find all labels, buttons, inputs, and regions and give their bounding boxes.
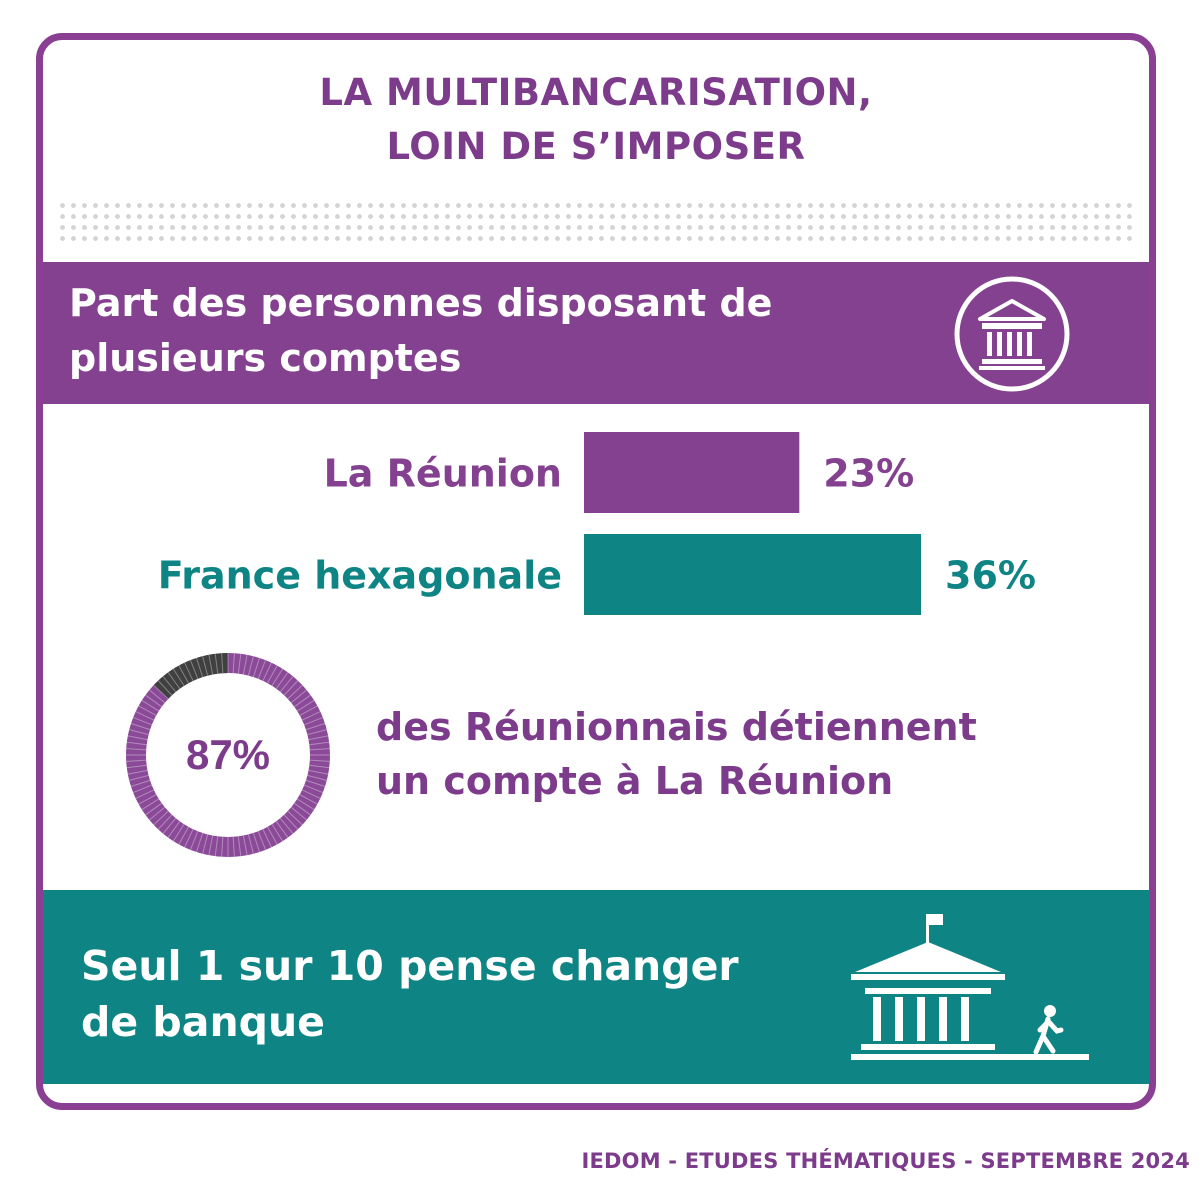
footer-text: Seul 1 sur 10 pense changer de banque [81, 938, 739, 1050]
donut-segment-remaining [153, 653, 229, 700]
footer-line-2: de banque [81, 998, 325, 1046]
donut-ring [126, 653, 330, 857]
walking-person-icon [1033, 1005, 1064, 1055]
donut-caption-line-1: des Réunionnais détiennent [376, 705, 977, 749]
bar [584, 534, 921, 615]
bar-category-label: La Réunion [324, 452, 562, 496]
footer-line-1: Seul 1 sur 10 pense changer [81, 942, 739, 990]
bar-chart: La Réunion 23% France hexagonale 36% [158, 432, 1036, 615]
footer-banner: Seul 1 sur 10 pense changer de banque [43, 890, 1149, 1084]
bar-value-label: 23% [823, 452, 914, 496]
section-title-line-2: plusieurs comptes [69, 336, 462, 380]
infographic-frame: LA MULTIBANCARISATION, LOIN DE S’IMPOSER… [36, 33, 1156, 1110]
section-title: Part des personnes disposant de plusieur… [69, 276, 772, 386]
bank-icon [954, 276, 1070, 392]
source-credit: IEDOM - ETUDES THÉMATIQUES - SEPTEMBRE 2… [581, 1149, 1190, 1173]
section-title-line-1: Part des personnes disposant de [69, 281, 773, 325]
page-title: LA MULTIBANCARISATION, LOIN DE S’IMPOSER [43, 66, 1149, 174]
flag-icon [926, 914, 943, 944]
bar-value-label: 36% [945, 554, 1036, 598]
title-line-1: LA MULTIBANCARISATION, [319, 71, 873, 114]
donut-center-label: 87% [186, 731, 270, 778]
bar-category-label: France hexagonale [158, 554, 562, 598]
bar [584, 432, 800, 513]
dotted-divider [57, 200, 1135, 246]
donut-caption: des Réunionnais détiennent un compte à L… [376, 700, 977, 808]
title-line-2: LOIN DE S’IMPOSER [386, 125, 806, 168]
bank-building-icon [851, 914, 1089, 1060]
section-header: Part des personnes disposant de plusieur… [43, 262, 1149, 404]
donut-caption-line-2: un compte à La Réunion [376, 759, 894, 803]
donut-chart: 87% [126, 653, 330, 857]
